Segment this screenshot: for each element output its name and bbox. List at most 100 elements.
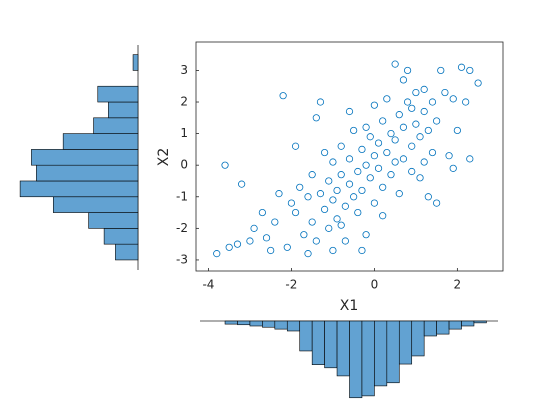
scatter-point (374, 139, 383, 147)
scatter-point (466, 155, 474, 163)
scatter-point (296, 183, 304, 191)
scatter-point (428, 98, 437, 106)
histogram-bar (103, 228, 139, 245)
scatter-point (449, 95, 457, 103)
scatter-point (457, 63, 466, 71)
scatter-point (213, 250, 221, 258)
scatter-point (350, 193, 358, 201)
scatter-point (271, 218, 279, 226)
histogram-bar (108, 101, 139, 119)
scatter-point (329, 196, 337, 204)
scatter-point (258, 208, 266, 217)
histogram-bar (224, 320, 238, 325)
histogram-bar (97, 85, 139, 103)
y-tick-label: -1 (176, 189, 188, 203)
y-tick-label: -2 (176, 221, 188, 235)
histogram-bar (423, 320, 437, 337)
scatter-point (246, 237, 254, 245)
scatter-point (466, 66, 474, 75)
scatter-point (350, 126, 358, 135)
scatter-point (233, 240, 242, 248)
scatter-point (345, 155, 354, 163)
scatter-point (462, 98, 470, 106)
scatter-point (433, 117, 441, 125)
scatter-point (358, 246, 366, 255)
y-tick-label: 0 (180, 158, 188, 172)
histogram-bar (237, 320, 251, 326)
scatter-point (416, 133, 424, 141)
scatter-point (449, 164, 457, 172)
histogram-bar (461, 320, 475, 327)
scatter-point (316, 190, 325, 198)
scatter-point (321, 148, 329, 157)
scatter-point (428, 148, 437, 157)
scatter-point (325, 177, 333, 185)
scatter-point (312, 237, 320, 245)
scatter-point (416, 174, 424, 182)
scatter-axes (195, 41, 504, 272)
scatter-point (279, 92, 287, 100)
y-tick-label: 3 (180, 63, 188, 77)
scatter-point (366, 174, 374, 182)
scatter-point (387, 171, 395, 179)
y-axis-label: X2 (156, 148, 172, 167)
scatter-point (300, 231, 308, 239)
scatter-point (420, 158, 428, 166)
histogram-bar (31, 149, 139, 166)
scatter-point (387, 130, 395, 138)
scatter-point (453, 126, 461, 135)
histogram-bar (262, 320, 276, 328)
scatter-point (333, 215, 341, 223)
scatter-point (412, 120, 420, 128)
scatter-point (321, 205, 329, 214)
scatter-point (362, 161, 370, 169)
scatter-point (337, 171, 345, 179)
scatter-point (424, 126, 432, 135)
scatter-point (308, 171, 316, 179)
scatter-point (474, 79, 482, 87)
x-tick-label: -4 (202, 278, 214, 292)
scatter-point (379, 183, 387, 191)
scatter-point (433, 199, 441, 207)
scatter-point (358, 186, 366, 195)
histogram-bar (311, 320, 325, 365)
y-tick-label: -3 (176, 252, 188, 266)
histogram-bar (411, 320, 425, 357)
scatter-point (370, 199, 378, 207)
histogram-bar (88, 212, 139, 229)
scatter-point (424, 193, 432, 201)
scatter-point (403, 66, 412, 75)
scatter-point (441, 88, 449, 97)
histogram-bar (52, 196, 139, 213)
y-tick-label: 1 (180, 126, 188, 140)
scatter-point (379, 117, 387, 125)
scatter-point (420, 107, 428, 116)
scatter-point (437, 66, 445, 75)
scatter-point (275, 190, 283, 198)
histogram-bar (349, 320, 363, 399)
scatter-point (329, 158, 337, 166)
scatter-point (379, 212, 387, 220)
histogram-bar (19, 180, 139, 198)
scatter-point (250, 224, 258, 232)
scatter-point (325, 224, 333, 232)
scatter-point (238, 180, 246, 188)
scatter-point (341, 202, 349, 210)
scatter-point (412, 88, 420, 97)
scatter-point (316, 98, 325, 106)
histogram-bar (132, 54, 139, 71)
y-tick-label: 2 (180, 95, 188, 109)
histogram-bar (93, 117, 139, 134)
x-tick-label: 2 (454, 278, 462, 292)
histogram-bar (436, 320, 450, 335)
histogram-bar (324, 320, 338, 369)
x-tick-label: 0 (371, 278, 379, 292)
scatter-point (345, 107, 354, 116)
scatter-point (225, 243, 233, 251)
scatter-point (291, 142, 300, 150)
scatter-point (362, 123, 370, 131)
scatter-point (370, 101, 378, 109)
histogram-bar (36, 164, 139, 182)
scatter-point (383, 148, 391, 157)
